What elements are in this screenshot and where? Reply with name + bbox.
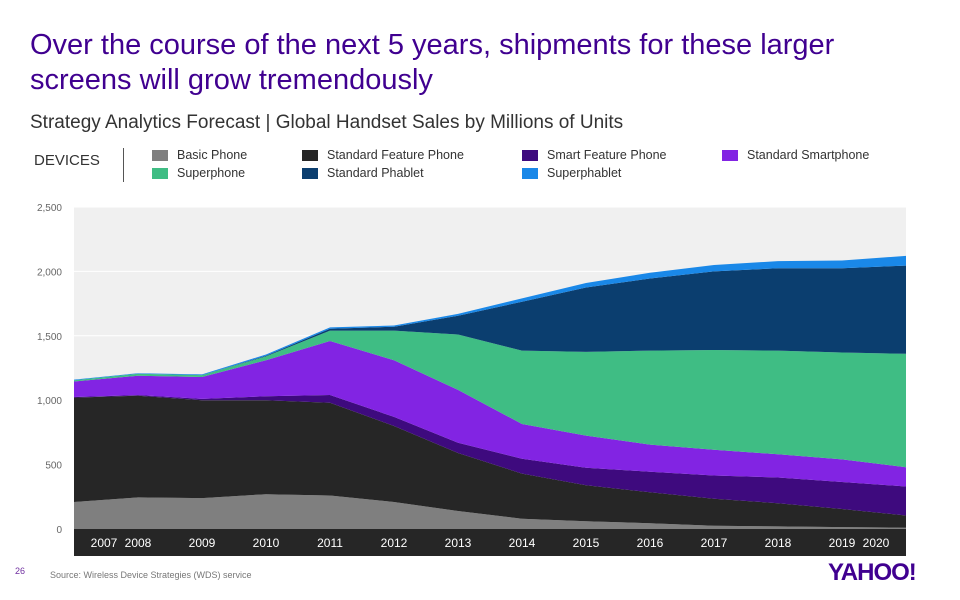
legend-label: Smart Feature Phone (547, 148, 667, 162)
legend-item: Basic Phone (152, 147, 247, 163)
area-standard-phablet (74, 265, 906, 381)
legend-swatch (302, 167, 318, 179)
y-tick-label: 1,000 (37, 396, 62, 407)
y-tick-label: 2,000 (37, 267, 62, 278)
x-tick-label: 2013 (445, 536, 472, 550)
area-standard-feature-phone (74, 395, 906, 528)
slide-title: Over the course of the next 5 years, shi… (30, 29, 835, 96)
legend-swatch (722, 149, 738, 161)
x-tick-label: 2015 (573, 536, 600, 550)
legend-swatch (152, 149, 168, 161)
x-tick-label: 2007 (91, 536, 118, 550)
slide-subtitle: Strategy Analytics Forecast | Global Han… (30, 112, 624, 133)
legend-divider (123, 148, 124, 182)
x-tick-label: 2017 (701, 536, 728, 550)
area-superphone (74, 330, 906, 468)
legend-item: Standard Feature Phone (302, 147, 464, 163)
area-standard-smartphone (74, 341, 906, 487)
x-tick-label: 2011 (317, 536, 343, 550)
y-tick-label: 1,500 (37, 332, 62, 343)
x-tick-label: 2010 (253, 536, 280, 550)
legend-label: Superphablet (547, 166, 622, 180)
legend-label: Standard Feature Phone (327, 148, 464, 162)
x-tick-label: 2020 (863, 536, 890, 550)
x-tick-label: 2014 (509, 536, 536, 550)
legend-item: Superphablet (522, 165, 621, 181)
y-tick-label: 0 (56, 525, 62, 536)
legend-label: Basic Phone (177, 148, 248, 162)
y-tick-label: 2,500 (37, 203, 62, 214)
legend-swatch (302, 149, 318, 161)
x-axis-band (74, 529, 906, 556)
x-tick-label: 2008 (125, 536, 152, 550)
yahoo-logo: YAHOO! (828, 559, 917, 586)
page-number: 26 (15, 566, 26, 576)
legend-item: Standard Smartphone (722, 147, 869, 163)
legend-heading: DEVICES (34, 152, 100, 169)
legend-swatch (152, 167, 168, 179)
legend-item: Standard Phablet (302, 165, 424, 181)
x-tick-label: 2012 (381, 536, 408, 550)
x-tick-label: 2018 (765, 536, 792, 550)
y-tick-label: 500 (45, 461, 62, 472)
x-tick-label: 2016 (637, 536, 664, 550)
legend-swatch (522, 149, 538, 161)
legend-label: Superphone (177, 166, 246, 180)
x-tick-label: 2019 (829, 536, 856, 550)
area-basic-phone (74, 494, 906, 529)
legend-label: Standard Smartphone (747, 148, 870, 162)
legend-swatch (522, 167, 538, 179)
legend-item: Superphone (152, 165, 245, 181)
legend-label: Standard Phablet (327, 166, 424, 180)
source-note: Source: Wireless Device Strategies (WDS)… (50, 570, 252, 580)
legend-item: Smart Feature Phone (522, 147, 667, 163)
x-tick-label: 2009 (189, 536, 216, 550)
area-smart-feature-phone (74, 395, 906, 516)
